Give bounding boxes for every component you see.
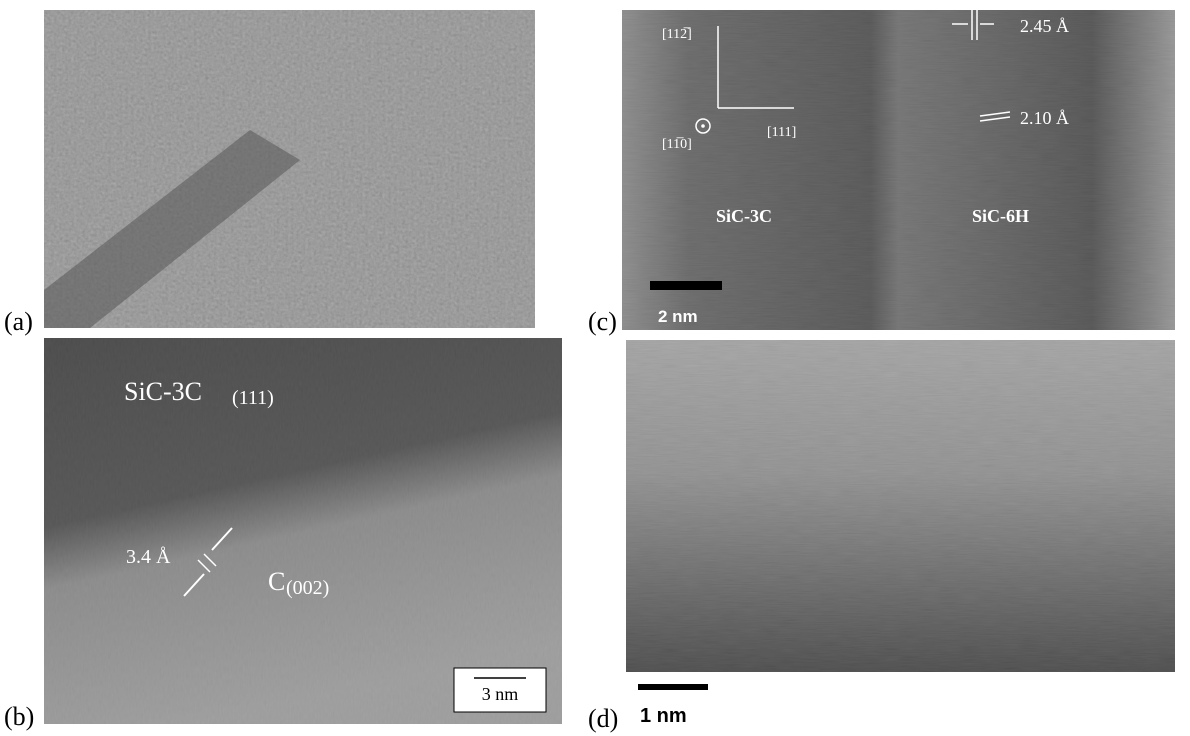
spacing-1: 2.45 Å	[1020, 16, 1069, 36]
scale-label: 3 nm	[482, 684, 519, 704]
layer-label: C	[268, 567, 285, 596]
micrograph	[44, 338, 562, 724]
axis-out-dot	[701, 124, 705, 128]
scale-bar	[638, 684, 708, 690]
direction-right: [111]	[767, 125, 796, 140]
panel-b: SiC-3C (111) 3.4 Å C (002) 3 nm (b)	[4, 338, 562, 731]
direction-out: [11̅0]	[662, 137, 692, 152]
spacing-2: 2.10 Å	[1020, 108, 1069, 128]
micrograph	[626, 340, 1175, 672]
panel-c: [112̅] [11̅0] [111] 2.45 Å 2.10 Å SiC-3C…	[588, 8, 1175, 336]
scale-bar	[650, 281, 722, 290]
scale-label: 1 nm	[640, 705, 687, 727]
phase-plane: (111)	[232, 387, 274, 409]
phase-right: SiC-6H	[972, 206, 1029, 226]
scale-label: 2 nm	[658, 307, 698, 326]
panel-label: (a)	[4, 307, 33, 336]
spacing-label: 3.4 Å	[126, 546, 171, 568]
phase-left: SiC-3C	[716, 206, 772, 226]
panel-label: (b)	[4, 702, 34, 731]
layer-plane: (002)	[286, 577, 329, 599]
panel-d: 1 nm (d)	[588, 340, 1175, 733]
phase-label: SiC-3C	[124, 377, 202, 406]
panel-a: (a)	[4, 10, 535, 336]
panel-label: (d)	[588, 704, 618, 733]
figure: (a) SiC-3C (111) 3.4 Å C (002) 3 nm (b) …	[0, 0, 1190, 736]
panel-label: (c)	[588, 307, 617, 336]
direction-up: [112̅]	[662, 27, 692, 42]
